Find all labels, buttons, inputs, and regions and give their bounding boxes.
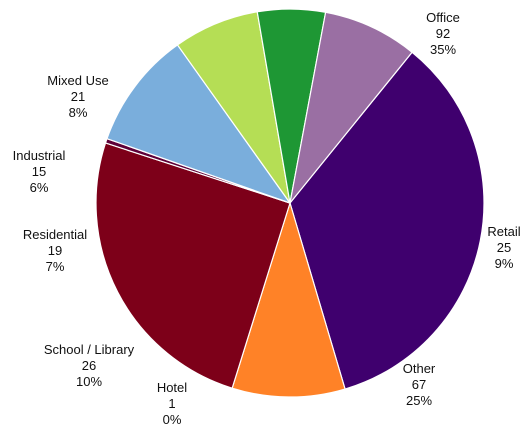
- slice-label-mixed-use: Mixed Use: [47, 73, 108, 88]
- slice-value-industrial: 15: [32, 164, 46, 179]
- slice-value-hotel: 1: [168, 396, 175, 411]
- slice-label-residential: Residential: [23, 227, 87, 242]
- slice-value-school-library: 26: [82, 358, 96, 373]
- pie-labels: Office9235%Retail259%Other6725%Hotel10%S…: [13, 10, 521, 427]
- slice-percent-office: 35%: [430, 42, 456, 57]
- slice-percent-hotel: 0%: [163, 412, 182, 427]
- slice-value-other: 67: [412, 377, 426, 392]
- pie-slices: [95, 8, 485, 398]
- slice-value-residential: 19: [48, 243, 62, 258]
- slice-label-industrial: Industrial: [13, 148, 66, 163]
- slice-label-other: Other: [403, 361, 436, 376]
- slice-percent-retail: 9%: [495, 256, 514, 271]
- slice-label-school-library: School / Library: [44, 342, 135, 357]
- slice-percent-mixed-use: 8%: [69, 105, 88, 120]
- slice-percent-residential: 7%: [46, 259, 65, 274]
- slice-label-retail: Retail: [487, 224, 520, 239]
- slice-percent-other: 25%: [406, 393, 432, 408]
- pie-slice-office: [289, 51, 485, 390]
- slice-percent-school-library: 10%: [76, 374, 102, 389]
- slice-value-retail: 25: [497, 240, 511, 255]
- pie-slice-school-library: [106, 44, 291, 204]
- slice-label-office: Office: [426, 10, 460, 25]
- slice-percent-industrial: 6%: [30, 180, 49, 195]
- slice-value-mixed-use: 21: [71, 89, 85, 104]
- pie-slice-mixed-use: [289, 11, 413, 204]
- slice-label-hotel: Hotel: [157, 380, 187, 395]
- pie-slice-other: [95, 142, 291, 389]
- slice-value-office: 92: [436, 26, 450, 41]
- pie-slice-retail: [231, 202, 346, 398]
